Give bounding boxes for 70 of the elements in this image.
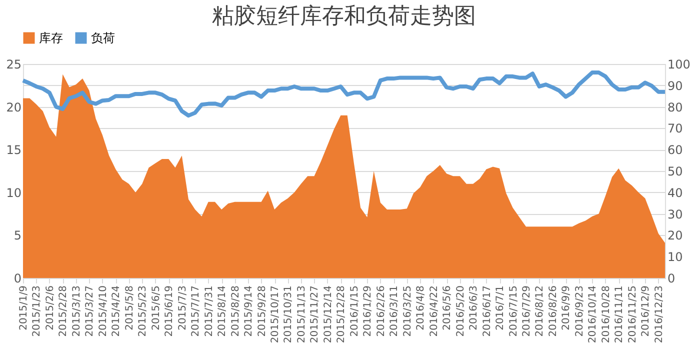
- x-tick-label: 2015/6/5: [150, 286, 162, 330]
- x-tick-label: 2016/4/8: [416, 286, 427, 330]
- x-tick-label: 2016/3/11: [389, 286, 400, 337]
- x-tick-label: 2016/11/11: [614, 286, 626, 344]
- x-tick-label: 2016/6/3: [468, 286, 480, 330]
- x-tick-label: 2015/6/19: [164, 286, 176, 337]
- x-tick-label: 2016/9/23: [574, 286, 586, 337]
- x-tick-label: 2015/11/13: [296, 286, 308, 344]
- y-tick-label: 0: [14, 272, 22, 286]
- x-tick-label: 2016/7/29: [522, 286, 533, 337]
- x-tick-label: 2016/3/25: [402, 286, 414, 337]
- y2-tick-label: 40: [668, 186, 683, 200]
- legend-label: 库存: [39, 31, 63, 45]
- y2-tick-label: 100: [668, 58, 690, 72]
- x-tick-label: 2015/2/28: [58, 286, 70, 337]
- line-series: [21, 70, 667, 118]
- x-tick-label: 2016/5/20: [455, 286, 466, 337]
- y2-tick-label: 0: [668, 272, 676, 286]
- x-tick-label: 2015/1/23: [32, 286, 43, 337]
- x-tick-label: 2015/10/17: [270, 286, 282, 344]
- y-tick-label: 5: [14, 228, 22, 243]
- x-tick-label: 2015/9/28: [256, 286, 268, 337]
- x-tick-label: 2016/10/28: [600, 286, 612, 344]
- x-tick-label: 2015/7/3: [177, 286, 188, 330]
- x-tick-label: 2015/3/13: [71, 286, 82, 337]
- x-tick-label: 2016/10/14: [588, 286, 599, 344]
- x-tick-label: 2015/8/14: [217, 286, 228, 337]
- x-tick-label: 2015/12/14: [322, 286, 334, 344]
- x-tick-label: 2016/12/9: [640, 286, 652, 337]
- y-tick-label: 20: [6, 100, 22, 114]
- y2-tick-label: 20: [668, 228, 683, 243]
- x-tick-label: 2015/8/28: [230, 286, 242, 337]
- y2-tick-label: 10: [668, 250, 683, 264]
- y2-tick-label: 90: [668, 78, 683, 93]
- x-tick-label: 2016/2/26: [376, 286, 387, 337]
- x-tick-label: 2016/4/22: [428, 286, 440, 337]
- x-tick-label: 2015/9/14: [244, 286, 255, 337]
- x-tick-label: 2016/1/15: [349, 286, 360, 337]
- x-tick-label: 2015/7/17: [190, 286, 202, 337]
- y-tick-label: 10: [6, 186, 22, 200]
- legend-label: 负荷: [91, 31, 115, 45]
- chart-title: 粘胶短纤库存和负荷走势图: [212, 4, 476, 29]
- x-tick-label: 2016/8/26: [548, 286, 559, 337]
- x-tick-label: 2016/9/9: [561, 286, 572, 330]
- x-tick-label: 2016/11/25: [627, 286, 638, 344]
- x-tick-label: 2015/5/8: [124, 286, 136, 330]
- x-tick-label: 2015/12/28: [336, 286, 348, 344]
- x-tick-label: 2015/10/31: [283, 286, 294, 344]
- x-tick-label: 2016/7/15: [508, 286, 520, 337]
- x-tick-label: 2015/1/9: [18, 286, 30, 330]
- x-tick-label: 2015/4/10: [98, 286, 109, 337]
- x-tick-label: 2016/7/1: [495, 286, 506, 330]
- x-tick-label: 2015/2/6: [44, 286, 56, 330]
- x-tick-label: 2016/8/12: [534, 286, 546, 337]
- x-tick-label: 2015/4/24: [111, 286, 122, 337]
- y2-tick-label: 60: [668, 143, 683, 158]
- y2-tick-label: 30: [668, 207, 683, 222]
- y-tick-label: 25: [6, 58, 22, 72]
- y2-tick-label: 50: [668, 164, 683, 178]
- y2-tick-label: 80: [668, 100, 683, 114]
- x-tick-label: 2016/5/6: [442, 286, 454, 330]
- x-tick-label: 2015/5/23: [138, 286, 149, 337]
- x-tick-label: 2015/11/27: [310, 286, 321, 344]
- x-tick-label: 2015/3/27: [84, 286, 96, 337]
- x-tick-label: 2016/12/23: [654, 286, 665, 344]
- y2-tick-label: 70: [668, 122, 683, 136]
- x-tick-label: 2016/1/29: [362, 286, 374, 337]
- y-tick-label: 15: [6, 143, 22, 158]
- x-tick-label: 2015/7/31: [204, 286, 215, 337]
- x-tick-label: 2016/6/17: [482, 286, 493, 337]
